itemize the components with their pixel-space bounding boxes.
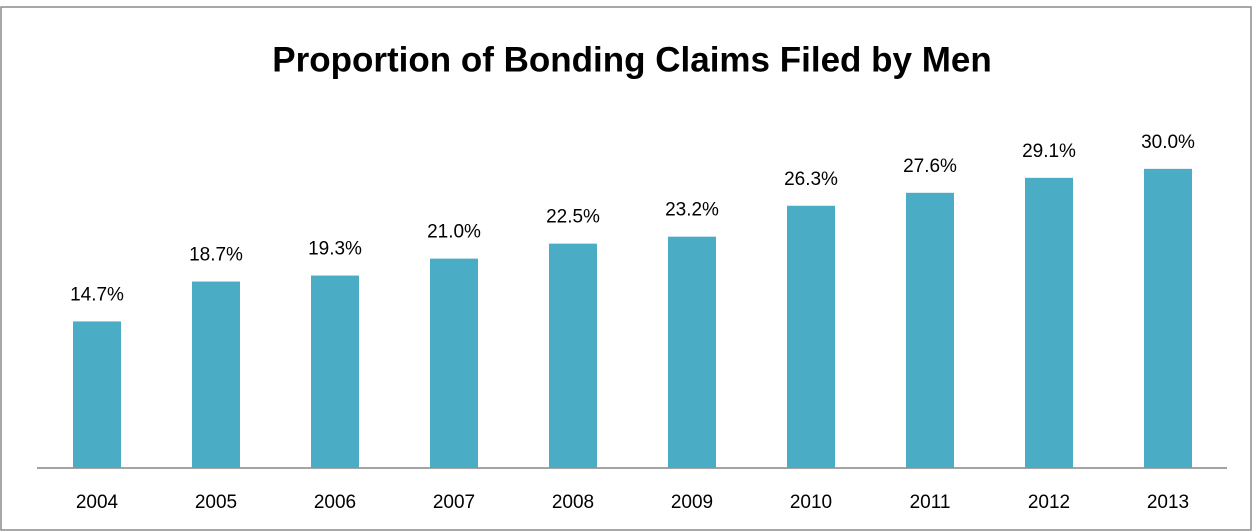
data-label: 14.7% (70, 284, 124, 305)
bar (906, 192, 954, 468)
data-label: 18.7% (189, 245, 243, 266)
bar (549, 243, 597, 468)
x-tick-label: 2005 (195, 492, 237, 513)
x-tick-label: 2007 (433, 492, 475, 513)
bar (430, 258, 478, 468)
bar (1025, 177, 1073, 468)
bar (787, 205, 835, 468)
x-tick-label: 2013 (1147, 492, 1189, 513)
chart-title: Proportion of Bonding Claims Filed by Me… (272, 40, 991, 79)
data-label: 23.2% (665, 200, 719, 221)
bar (192, 281, 240, 468)
x-tick-label: 2004 (76, 492, 119, 513)
bar (73, 321, 121, 468)
data-label: 29.1% (1022, 141, 1076, 162)
bar (668, 236, 716, 468)
data-label: 19.3% (308, 239, 362, 260)
x-tick-label: 2010 (790, 492, 832, 513)
bar (311, 275, 359, 468)
x-tick-label: 2009 (671, 492, 713, 513)
data-label: 21.0% (427, 222, 481, 243)
data-label: 27.6% (903, 156, 957, 177)
bar (1144, 168, 1192, 468)
x-tick-label: 2008 (552, 492, 594, 513)
x-tick-label: 2012 (1028, 492, 1070, 513)
data-label: 30.0% (1141, 132, 1195, 153)
x-tick-label: 2006 (314, 492, 356, 513)
x-tick-label: 2011 (910, 492, 951, 513)
data-label: 26.3% (784, 169, 838, 190)
data-label: 22.5% (546, 207, 600, 228)
